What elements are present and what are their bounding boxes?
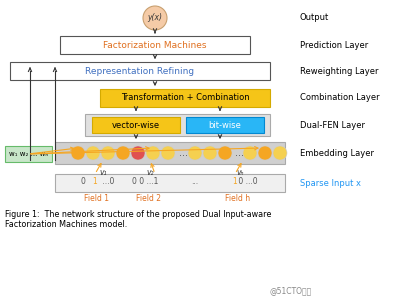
Text: v₂: v₂ [146,168,154,177]
Text: 0 0 ...1: 0 0 ...1 [132,178,158,186]
Text: Transformation + Combination: Transformation + Combination [121,94,249,102]
Text: Representation Refining: Representation Refining [85,67,195,75]
Text: w₁ w₂ ... wₕ: w₁ w₂ ... wₕ [9,151,48,157]
Circle shape [101,146,115,160]
Text: Combination Layer: Combination Layer [300,94,380,102]
Circle shape [131,146,145,160]
Circle shape [218,146,232,160]
Circle shape [243,146,257,160]
Circle shape [71,146,85,160]
Circle shape [161,146,175,160]
Bar [60,36,250,54]
Bar [10,62,270,80]
Circle shape [203,146,217,160]
Text: ...: ... [191,178,198,186]
Text: Figure 1:  The network structure of the proposed Dual Input-aware
Factorization : Figure 1: The network structure of the p… [5,210,272,230]
Circle shape [146,146,160,160]
Text: v₁: v₁ [99,168,107,177]
Bar [186,117,264,133]
Text: Prediction Layer: Prediction Layer [300,40,368,50]
Text: bit-wise: bit-wise [208,120,241,130]
Circle shape [188,146,202,160]
Text: 0: 0 [81,178,89,186]
Text: 1: 1 [233,178,237,186]
Text: ...: ... [235,148,245,158]
Bar [85,114,270,136]
Text: Output: Output [300,13,329,22]
Text: Field 2: Field 2 [135,194,160,203]
Text: vₕ: vₕ [236,168,244,177]
Bar [5,146,52,162]
Circle shape [258,146,272,160]
Circle shape [86,146,100,160]
Bar [100,89,270,107]
Text: ...0: ...0 [100,178,114,186]
Text: Field h: Field h [225,194,251,203]
Text: 0 ...0: 0 ...0 [236,178,258,186]
Text: Reweighting Layer: Reweighting Layer [300,67,378,75]
Text: Sparse Input x: Sparse Input x [300,178,361,188]
Bar [55,142,285,164]
Text: y(x): y(x) [148,13,162,22]
Text: ...: ... [179,148,187,158]
Text: Factorization Machines: Factorization Machines [103,40,207,50]
Bar [92,117,180,133]
Bar [55,174,285,192]
Text: 1: 1 [93,178,97,186]
Circle shape [116,146,130,160]
Text: vector-wise: vector-wise [112,120,160,130]
Text: @51CTO博客: @51CTO博客 [270,286,312,295]
Text: Embedding Layer: Embedding Layer [300,148,374,157]
Text: Dual-FEN Layer: Dual-FEN Layer [300,120,365,130]
Text: Field 1: Field 1 [83,194,108,203]
Circle shape [273,146,287,160]
Circle shape [143,6,167,30]
